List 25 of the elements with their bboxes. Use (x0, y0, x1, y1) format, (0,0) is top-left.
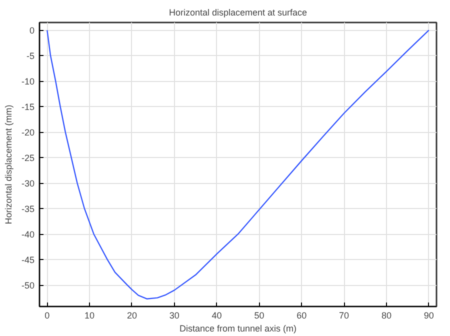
line-series (46, 30, 430, 300)
x-axis-title: Distance from tunnel axis (m) (179, 324, 297, 334)
y-axis-title: Horizontal displacement (mm) (3, 104, 14, 224)
y-tick-label: -20 (21, 128, 35, 138)
x-tick-label: 60 (296, 310, 307, 320)
y-tick-label: -35 (21, 204, 35, 214)
x-tick-label: 0 (44, 310, 50, 320)
y-tick-label: -30 (21, 178, 35, 189)
x-tick-label: 80 (381, 310, 392, 320)
chart-title: Horizontal displacement at surface (168, 8, 308, 18)
y-tick-label: -45 (21, 255, 35, 266)
y-tick-label: -15 (21, 102, 35, 112)
x-tick-label: 10 (84, 310, 95, 320)
y-tick-label: -5 (26, 51, 35, 62)
x-tick-label: 90 (424, 310, 434, 320)
y-tick-label: -50 (21, 280, 35, 291)
x-tick-label: 50 (254, 310, 264, 320)
y-tick-label: 0 (29, 26, 35, 36)
y-tick-label: -10 (21, 76, 35, 87)
x-tick-label: 40 (212, 310, 222, 320)
y-tick-label: -40 (21, 230, 35, 240)
y-tick-label: -25 (21, 153, 35, 164)
x-tick-label: 70 (339, 310, 350, 320)
x-tick-label: 20 (126, 310, 137, 320)
x-tick-label: 30 (169, 310, 180, 320)
